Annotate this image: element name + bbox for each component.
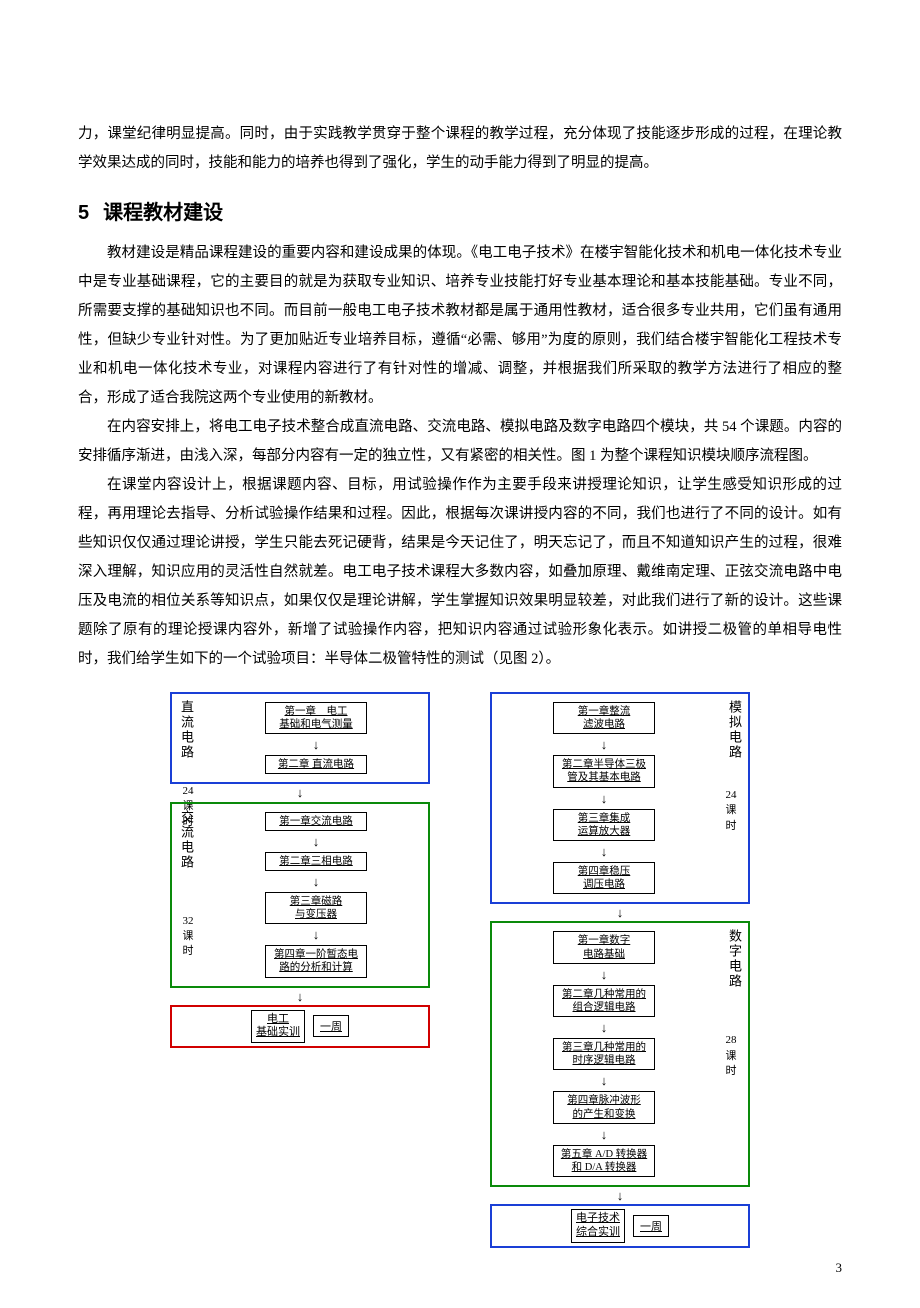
an-ch2: 第二章半导体三极管及其基本电路 <box>553 755 655 787</box>
ac-ch1: 第一章交流电路 <box>265 812 367 831</box>
module-analog-chapters: 第一章整流滤波电路 ↓ 第二章半导体三极管及其基本电路 ↓ 第三章集成运算放大器… <box>498 702 710 894</box>
arrow-icon: ↓ <box>601 794 608 803</box>
flow-left-column: 直流电路 24课时 第一章 电工基础和电气测量 ↓ 第二章 直流电路 ↓ 交流电… <box>170 692 430 1248</box>
paragraph-1: 教材建设是精品课程建设的重要内容和建设成果的体现。《电工电子技术》在楼宇智能化技… <box>78 239 842 413</box>
flow-right-column: 模拟电路 24课时 第一章整流滤波电路 ↓ 第二章半导体三极管及其基本电路 ↓ … <box>490 692 750 1248</box>
arrow-icon: ↓ <box>313 877 320 886</box>
module-dc-title: 直流电路 <box>178 700 194 760</box>
arrow-icon: ↓ <box>313 837 320 846</box>
arrow-icon: ↓ <box>601 847 608 856</box>
paragraph-2: 在内容安排上，将电工电子技术整合成直流电路、交流电路、模拟电路及数字电路四个模块… <box>78 413 842 471</box>
page-number: 3 <box>836 1260 843 1276</box>
arrow-icon: ↓ <box>601 970 608 979</box>
arrow-icon: ↓ <box>490 1191 750 1200</box>
arrow-icon: ↓ <box>170 788 430 797</box>
an-ch1: 第一章整流滤波电路 <box>553 702 655 734</box>
intro-tail-paragraph: 力，课堂纪律明显提高。同时，由于实践教学贯穿于整个课程的教学过程，充分体现了技能… <box>78 120 842 178</box>
final-left-block: 电工基础实训 一周 <box>170 1005 430 1049</box>
section-title: 课程教材建设 <box>103 202 223 224</box>
module-digital-chapters: 第一章数字电路基础 ↓ 第二章几种常用的组合逻辑电路 ↓ 第三章几种常用的时序逻… <box>498 931 710 1177</box>
arrow-icon: ↓ <box>313 930 320 939</box>
dc-ch1: 第一章 电工基础和电气测量 <box>265 702 367 734</box>
module-analog: 模拟电路 24课时 第一章整流滤波电路 ↓ 第二章半导体三极管及其基本电路 ↓ … <box>490 692 750 904</box>
arrow-icon: ↓ <box>601 740 608 749</box>
arrow-icon: ↓ <box>601 1023 608 1032</box>
module-ac: 交流电路 32课时 第一章交流电路 ↓ 第二章三相电路 ↓ 第三章磁路与变压器 … <box>170 802 430 988</box>
ac-ch3: 第三章磁路与变压器 <box>265 892 367 924</box>
an-ch3: 第三章集成运算放大器 <box>553 809 655 841</box>
dg-ch4: 第四章脉冲波形的产生和变换 <box>553 1091 655 1123</box>
module-ac-hours: 32课时 <box>178 914 198 960</box>
final-left-label: 电工基础实训 <box>251 1010 305 1044</box>
paragraph-3: 在课堂内容设计上，根据课题内容、目标，用试验操作作为主要手段来讲授理论知识，让学… <box>78 471 842 674</box>
final-right-label: 电子技术综合实训 <box>571 1209 625 1243</box>
section-5-heading: 5 课程教材建设 <box>78 196 842 225</box>
module-dc-chapters: 第一章 电工基础和电气测量 ↓ 第二章 直流电路 <box>210 702 422 774</box>
dg-ch3: 第三章几种常用的时序逻辑电路 <box>553 1038 655 1070</box>
arrow-icon: ↓ <box>490 908 750 917</box>
arrow-icon: ↓ <box>170 992 430 1001</box>
module-ac-chapters: 第一章交流电路 ↓ 第二章三相电路 ↓ 第三章磁路与变压器 ↓ 第四章一阶暂态电… <box>210 812 422 978</box>
arrow-icon: ↓ <box>313 740 320 749</box>
module-digital: 数字电路 28课时 第一章数字电路基础 ↓ 第二章几种常用的组合逻辑电路 ↓ 第… <box>490 921 750 1187</box>
final-left-duration: 一周 <box>313 1015 349 1037</box>
module-digital-title: 数字电路 <box>726 929 742 989</box>
dg-ch2: 第二章几种常用的组合逻辑电路 <box>553 985 655 1017</box>
module-analog-title: 模拟电路 <box>726 700 742 760</box>
module-digital-hours: 28课时 <box>720 1033 742 1079</box>
dg-ch5: 第五章 A/D 转换器和 D/A 转换器 <box>553 1145 655 1177</box>
module-ac-title: 交流电路 <box>178 810 194 870</box>
final-right-duration: 一周 <box>633 1215 669 1237</box>
final-right-block: 电子技术综合实训 一周 <box>490 1204 750 1248</box>
an-ch4: 第四章稳压调压电路 <box>553 862 655 894</box>
ac-ch2: 第二章三相电路 <box>265 852 367 871</box>
ac-ch4: 第四章一阶暂态电路的分析和计算 <box>265 945 367 977</box>
module-dc: 直流电路 24课时 第一章 电工基础和电气测量 ↓ 第二章 直流电路 <box>170 692 430 784</box>
module-analog-hours: 24课时 <box>720 788 742 834</box>
arrow-icon: ↓ <box>601 1130 608 1139</box>
dc-ch2: 第二章 直流电路 <box>265 755 367 774</box>
page: 力，课堂纪律明显提高。同时，由于实践教学贯穿于整个课程的教学过程，充分体现了技能… <box>0 0 920 1308</box>
flowchart-figure: 直流电路 24课时 第一章 电工基础和电气测量 ↓ 第二章 直流电路 ↓ 交流电… <box>78 692 842 1248</box>
dg-ch1: 第一章数字电路基础 <box>553 931 655 963</box>
section-number: 5 <box>78 202 89 224</box>
arrow-icon: ↓ <box>601 1076 608 1085</box>
